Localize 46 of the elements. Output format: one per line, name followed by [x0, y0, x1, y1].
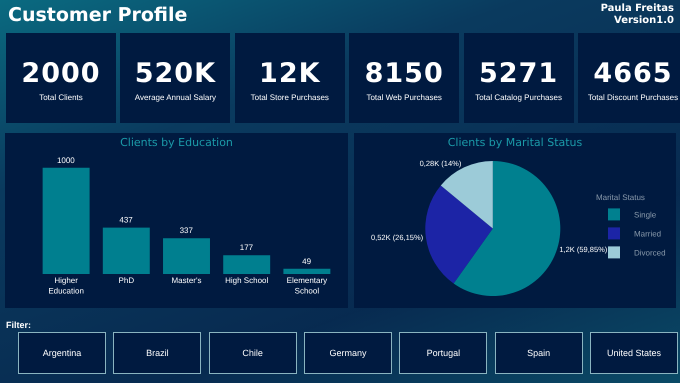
data-label: 49	[302, 256, 312, 266]
bar	[42, 168, 90, 274]
legend-label: Divorced	[634, 248, 666, 258]
category-label: Total Discount Purchases	[586, 93, 680, 102]
category-label: United States	[590, 332, 678, 374]
category-label: Brazil	[113, 332, 202, 374]
text: Paula Freitas	[600, 3, 674, 14]
x-tick-label: Elementary School	[286, 276, 328, 296]
category-label: Germany	[304, 332, 392, 374]
pie-slice	[440, 161, 493, 228]
x-tick-label: High School	[225, 276, 268, 285]
x-tick-label: Master's	[172, 276, 202, 285]
category-label: Total Web Purchases	[365, 93, 443, 102]
data-label: 177	[240, 243, 254, 252]
data-label: 437	[119, 216, 134, 225]
chart-title: Clients by Marital Status	[448, 136, 583, 149]
text: 4665	[593, 58, 673, 89]
text: Customer Profile	[8, 4, 188, 26]
legend-label: Single	[634, 210, 657, 220]
category-label: Average Annual Salary	[134, 93, 218, 102]
category-label: Total Catalog Purchases	[474, 93, 563, 102]
data-label: 1000	[56, 156, 76, 165]
x-tick-label: Higher Education	[48, 276, 84, 296]
bar	[223, 255, 270, 274]
bar	[283, 268, 330, 274]
bar	[163, 238, 210, 274]
category-label: Spain	[494, 332, 583, 374]
category-label: Total Store Purchases	[250, 93, 330, 102]
legend-title: Marital Status	[596, 192, 645, 202]
text: 520K	[134, 58, 216, 89]
legend-label: Married	[634, 230, 662, 239]
data-label: 337	[180, 226, 194, 236]
pie-slice	[425, 185, 493, 284]
text: Filter:	[6, 320, 32, 330]
chart-title: Clients by Education	[120, 136, 233, 149]
category-label: Total Clients	[38, 93, 84, 102]
text: 5271	[479, 58, 558, 89]
text: Version1.0	[614, 15, 674, 26]
x-tick-label: PhD	[118, 276, 134, 285]
text: 12K	[259, 58, 321, 89]
bar	[102, 228, 150, 274]
category-label: Argentina	[18, 332, 106, 374]
text: 2000	[21, 58, 101, 89]
text: 8150	[364, 58, 444, 89]
category-label: Portugal	[399, 332, 488, 374]
category-label: Chile	[208, 332, 297, 374]
